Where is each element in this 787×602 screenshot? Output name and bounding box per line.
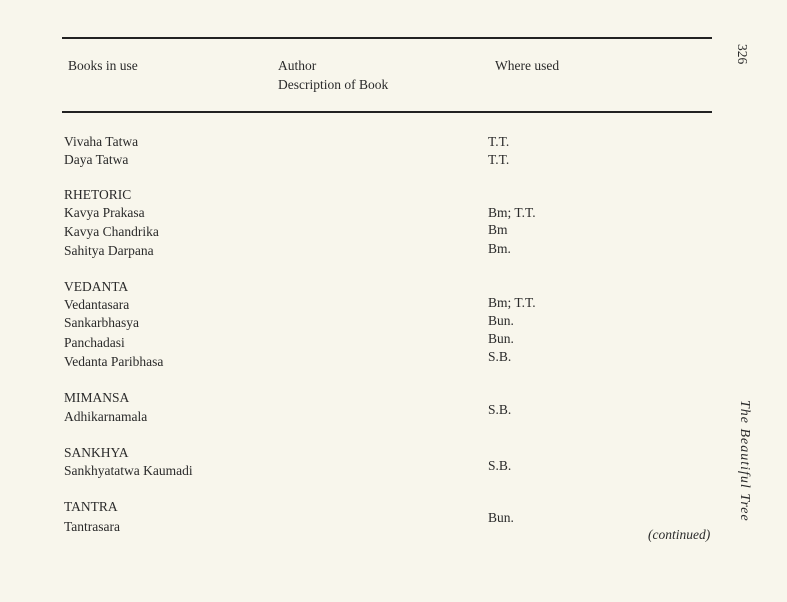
header-books-in-use: Books in use [68, 58, 138, 73]
where-used: Bm [488, 222, 508, 237]
where-used: T.T. [488, 134, 510, 149]
book-title: Vedantasara [64, 297, 130, 312]
running-title: The Beautiful Tree [737, 400, 752, 522]
section-heading: MIMANSA [64, 390, 130, 405]
book-title: Adhikarnamala [64, 409, 148, 424]
book-title: Sankarbhasya [64, 315, 139, 330]
book-title: Sahitya Darpana [64, 243, 154, 258]
where-used: Bun. [488, 331, 514, 346]
book-title: Sankhyatatwa Kaumadi [64, 463, 193, 478]
section-heading: TANTRA [64, 499, 118, 514]
where-used: Bm. [488, 241, 511, 256]
book-title: Tantrasara [64, 519, 121, 534]
where-used: Bun. [488, 510, 514, 525]
header-description: Description of Book [278, 77, 389, 92]
where-used: T.T. [488, 152, 510, 167]
header-rule [62, 111, 712, 113]
where-used: Bun. [488, 313, 514, 328]
section-heading: SANKHYA [64, 445, 129, 460]
section-heading: RHETORIC [64, 187, 132, 202]
section-heading: VEDANTA [64, 279, 129, 294]
book-title: Kavya Prakasa [64, 205, 145, 220]
top-rule [62, 37, 712, 39]
header-author: Author [278, 58, 317, 73]
where-used: Bm; T.T. [488, 205, 536, 220]
where-used: S.B. [488, 458, 512, 473]
book-title: Vivaha Tatwa [64, 134, 139, 149]
book-title: Vedanta Paribhasa [64, 354, 164, 369]
where-used: S.B. [488, 349, 512, 364]
book-title: Panchadasi [64, 335, 125, 350]
header-where-used: Where used [495, 58, 560, 73]
where-used: Bm; T.T. [488, 295, 536, 310]
page-number: 326 [735, 44, 750, 65]
where-used: S.B. [488, 402, 512, 417]
book-title: Daya Tatwa [64, 152, 129, 167]
continued-note: (continued) [648, 527, 711, 542]
book-title: Kavya Chandrika [64, 224, 159, 239]
